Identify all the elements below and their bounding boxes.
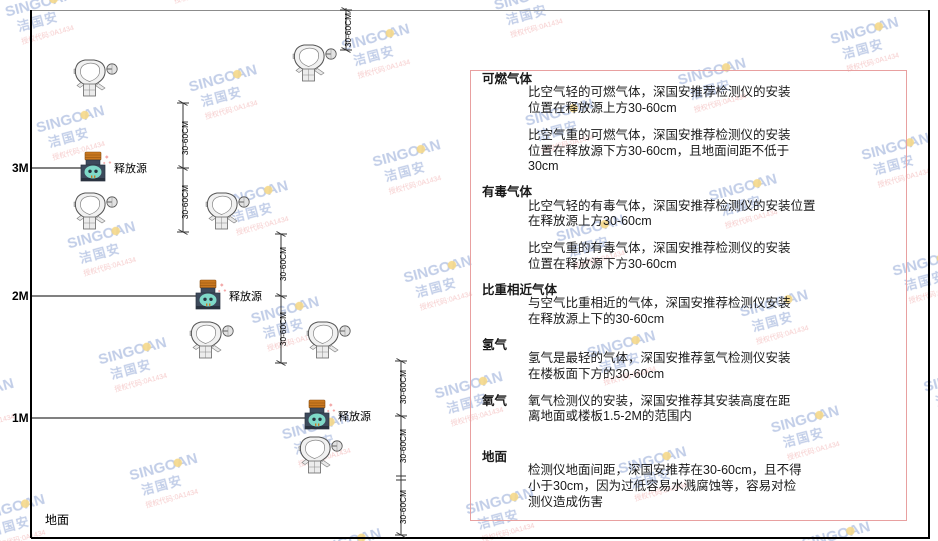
svg-text:释放源: 释放源 xyxy=(338,409,371,423)
svg-text:释放源: 释放源 xyxy=(114,161,147,175)
svg-text:1M: 1M xyxy=(12,411,29,425)
svg-text:30-60CM: 30-60CM xyxy=(398,370,408,404)
svg-text:30-60CM: 30-60CM xyxy=(278,247,288,281)
svg-text:30-60CM: 30-60CM xyxy=(398,490,408,524)
svg-text:30-60CM: 30-60CM xyxy=(398,429,408,463)
svg-text:释放源: 释放源 xyxy=(229,289,262,303)
svg-text:地面: 地面 xyxy=(45,513,69,527)
svg-text:30-60CM: 30-60CM xyxy=(180,185,190,219)
svg-text:30-60CM: 30-60CM xyxy=(180,121,190,155)
svg-text:30-60CM: 30-60CM xyxy=(278,312,288,346)
svg-text:30-60CM: 30-60CM xyxy=(343,13,353,47)
svg-text:3M: 3M xyxy=(12,161,29,175)
svg-text:2M: 2M xyxy=(12,289,29,303)
